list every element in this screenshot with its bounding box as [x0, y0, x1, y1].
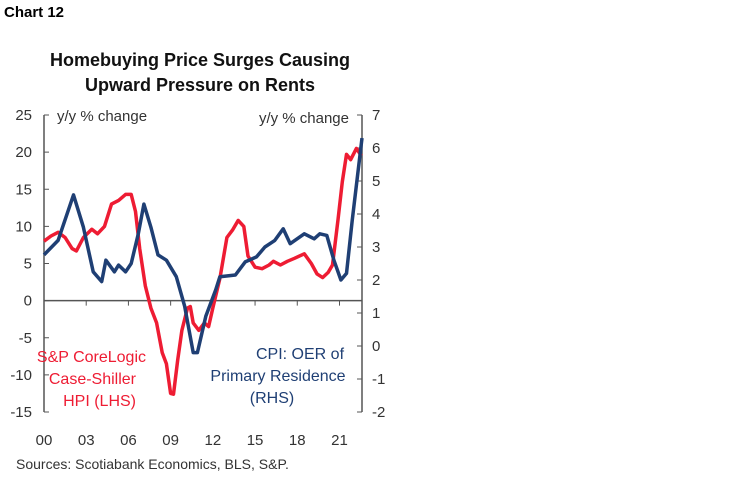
series-line-hpi: [42, 146, 363, 396]
left-tick-label: 20: [15, 144, 32, 161]
right-tick-label: 5: [372, 173, 380, 190]
right-tick-label: 1: [372, 305, 380, 322]
right-axis-label: y/y % change: [259, 110, 349, 127]
legend-label-hpi: S&P CoreLogic: [37, 349, 146, 366]
legend-label-hpi: HPI (LHS): [63, 393, 136, 410]
left-tick-label: 5: [24, 256, 32, 273]
right-tick-label: -2: [372, 404, 385, 421]
left-tick-label: 0: [24, 293, 32, 310]
left-tick-label: -10: [10, 367, 32, 384]
x-tick-label: 18: [289, 432, 306, 449]
right-tick-label: 6: [372, 140, 380, 157]
series-line-oer: [42, 137, 364, 355]
x-tick-label: 06: [120, 432, 137, 449]
legend-label-oer: Primary Residence: [210, 368, 345, 385]
x-tick-label: 21: [331, 432, 348, 449]
x-tick-label: 09: [162, 432, 179, 449]
x-tick-label: 00: [36, 432, 53, 449]
left-axis-label: y/y % change: [57, 108, 147, 125]
legend-label-oer: CPI: OER of: [256, 346, 345, 363]
title-line: Upward Pressure on Rents: [84, 75, 316, 95]
x-tick-label: 15: [247, 432, 264, 449]
x-tick-label: 03: [78, 432, 95, 449]
legend-label-hpi: Case-Shiller: [49, 371, 137, 388]
right-tick-label: -1: [372, 371, 385, 388]
left-tick-label: 25: [15, 107, 32, 124]
x-tick-label: 12: [205, 432, 222, 449]
right-tick-label: 2: [372, 272, 380, 289]
source-note: Sources: Scotiabank Economics, BLS, S&P.: [16, 456, 289, 472]
chart-label: Chart 12: [4, 4, 65, 21]
right-tick-label: 3: [372, 239, 380, 256]
left-tick-label: -15: [10, 404, 32, 421]
left-tick-label: 10: [15, 218, 32, 235]
right-tick-label: 4: [372, 206, 380, 223]
right-tick-label: 0: [372, 338, 380, 355]
left-tick-label: -5: [19, 330, 32, 347]
chart-title: Homebuying Price Surges Causing Upward P…: [0, 48, 400, 98]
legend-label-oer: (RHS): [250, 390, 294, 407]
title-line: Homebuying Price Surges Causing: [49, 50, 351, 70]
right-tick-label: 7: [372, 107, 380, 124]
left-tick-label: 15: [15, 181, 32, 198]
